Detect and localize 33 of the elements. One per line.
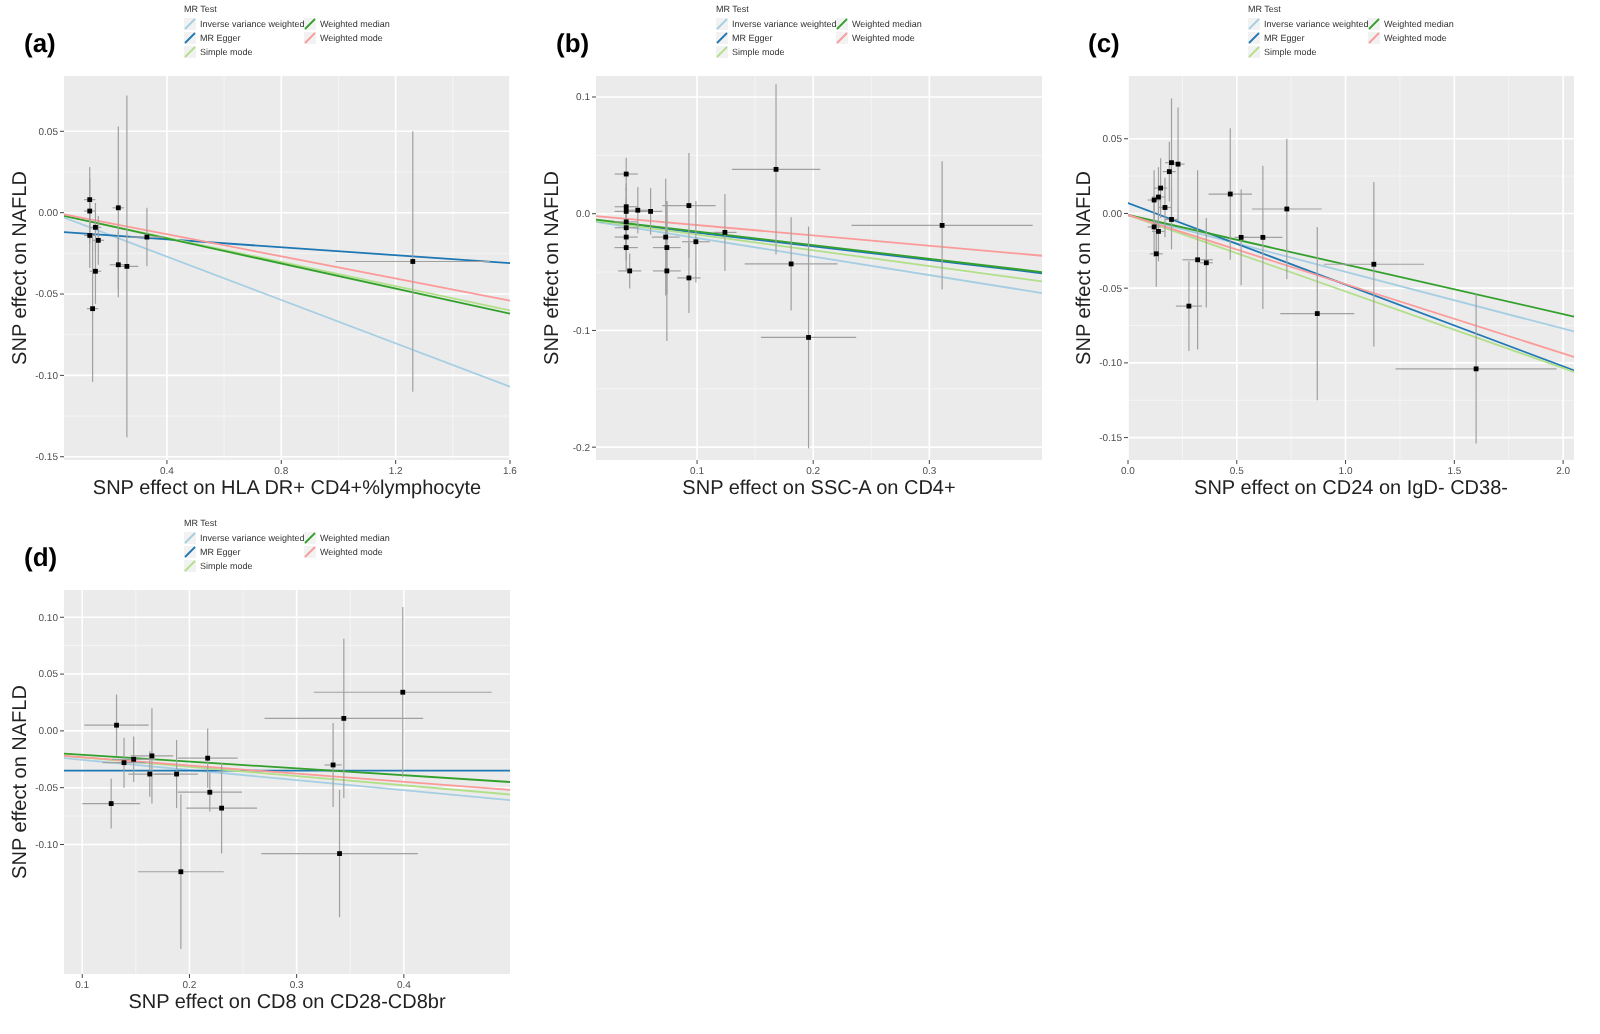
- y-axis-title: SNP effect on NAFLD: [1074, 171, 1096, 365]
- point: [623, 225, 629, 231]
- y-axis-title: SNP effect on NAFLD: [10, 685, 32, 879]
- chart-title: (c): [1088, 28, 1120, 58]
- chart-title: (a): [24, 28, 56, 58]
- point: [1195, 257, 1201, 263]
- point: [178, 869, 184, 875]
- y-axis-title: SNP effect on NAFLD: [542, 171, 564, 365]
- point: [207, 789, 213, 795]
- x-axis-title: SNP effect on SSC-A on CD4+: [682, 478, 956, 500]
- chart-title: (b): [556, 28, 590, 58]
- point: [124, 263, 130, 269]
- point: [623, 204, 629, 210]
- point: [1166, 169, 1172, 175]
- point: [635, 207, 641, 213]
- point: [341, 715, 347, 721]
- chart-title: (d): [24, 542, 58, 572]
- point: [623, 219, 629, 225]
- point: [205, 755, 211, 761]
- point: [400, 689, 406, 695]
- point: [1203, 260, 1209, 266]
- point: [623, 208, 629, 214]
- point: [1238, 234, 1244, 240]
- x-axis-title: SNP effect on CD24 on IgD- CD38-: [1194, 478, 1508, 500]
- x-axis-title: SNP effect on HLA DR+ CD4+%lymphocyte: [92, 478, 483, 500]
- point: [115, 262, 121, 268]
- point: [1153, 251, 1159, 257]
- x-axis-title: SNP effect on CD8 on CD28-CD8br: [128, 992, 447, 1014]
- point: [693, 239, 699, 245]
- point: [1260, 234, 1266, 240]
- point: [131, 756, 137, 762]
- point: [1371, 261, 1377, 267]
- y-axis-title: SNP effect on NAFLD: [10, 171, 32, 365]
